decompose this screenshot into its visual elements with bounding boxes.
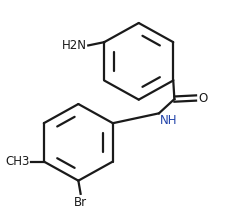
Text: NH: NH: [160, 115, 178, 127]
Text: O: O: [198, 92, 208, 104]
Text: Br: Br: [74, 196, 87, 208]
Text: H2N: H2N: [62, 39, 87, 52]
Text: CH3: CH3: [6, 155, 30, 168]
